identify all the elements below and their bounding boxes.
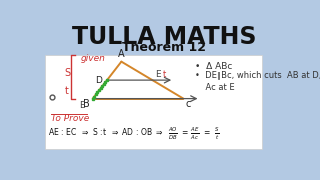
Text: •  DE∥Bc, which cuts  AB at D,  and cuts
    Ac at E: • DE∥Bc, which cuts AB at D, and cuts Ac… [195, 70, 320, 92]
Text: A: A [118, 49, 125, 59]
Text: D: D [95, 76, 102, 85]
Text: TULLA MATHS: TULLA MATHS [72, 25, 256, 50]
Text: •  Δ ABc: • Δ ABc [195, 62, 232, 71]
Text: S: S [64, 68, 70, 78]
Text: Theorem 12: Theorem 12 [122, 41, 206, 54]
Text: B: B [83, 99, 90, 109]
Text: t: t [163, 70, 166, 79]
Text: E: E [79, 101, 85, 110]
Text: c: c [186, 99, 191, 109]
Text: To Prove: To Prove [51, 114, 89, 123]
Text: E: E [155, 70, 160, 79]
Text: t: t [65, 86, 69, 96]
Text: given: given [80, 54, 105, 63]
FancyBboxPatch shape [45, 55, 262, 149]
Text: AE : EC  $\Rightarrow$ S :t  $\Rightarrow$ AD : OB $\Rightarrow$  $\frac{AO}{DB}: AE : EC $\Rightarrow$ S :t $\Rightarrow$… [48, 126, 220, 142]
